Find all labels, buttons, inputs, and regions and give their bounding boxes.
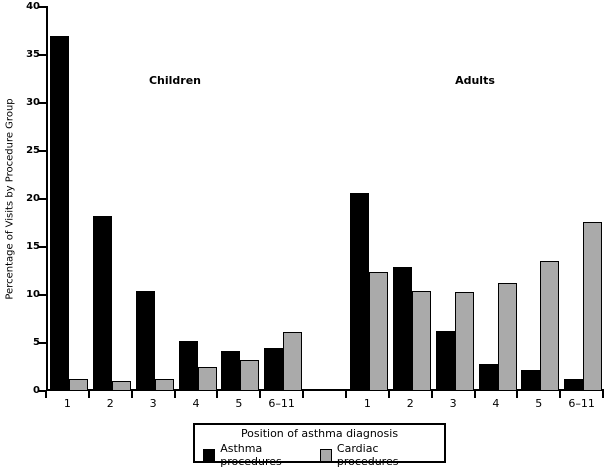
group-label-adults: Adults bbox=[455, 74, 495, 87]
y-tick bbox=[38, 6, 46, 8]
x-tick bbox=[559, 391, 562, 398]
bar-adults-pos3-asthma bbox=[435, 331, 455, 391]
y-tick bbox=[38, 342, 46, 344]
x-tick bbox=[130, 391, 133, 398]
x-tick bbox=[602, 391, 604, 398]
bar-children-pos2-cardiac bbox=[111, 381, 131, 391]
y-tick-label: 5 bbox=[33, 337, 40, 348]
x-tick-label: 3 bbox=[449, 397, 457, 410]
y-tick-label: 25 bbox=[26, 145, 40, 156]
legend-entry-cardiac: Cardiac procedures bbox=[319, 442, 436, 467]
bar-children-pos3-asthma bbox=[135, 291, 155, 391]
legend-title: Position of asthma diagnosis bbox=[240, 427, 399, 440]
x-tick bbox=[516, 391, 519, 398]
asthma-swatch-icon bbox=[203, 448, 216, 462]
x-tick bbox=[259, 391, 262, 398]
x-tick bbox=[216, 391, 219, 398]
x-tick bbox=[430, 391, 433, 398]
x-tick bbox=[87, 391, 90, 398]
bar-children-pos1-cardiac bbox=[69, 378, 88, 391]
bar-children-pos1-asthma bbox=[50, 35, 69, 391]
bar-children-pos6-cardiac bbox=[283, 332, 303, 391]
x-tick bbox=[302, 391, 305, 398]
bar-adults-pos2-cardiac bbox=[411, 291, 431, 391]
y-tick bbox=[38, 102, 46, 104]
bar-adults-pos6-asthma bbox=[564, 379, 584, 391]
bar-adults-pos4-asthma bbox=[478, 364, 498, 391]
cardiac-swatch-icon bbox=[319, 448, 332, 462]
bar-children-pos3-cardiac bbox=[154, 378, 174, 391]
x-tick-label: 4 bbox=[492, 397, 500, 410]
x-tick-label: 4 bbox=[192, 397, 200, 410]
y-tick-label: 40 bbox=[26, 1, 40, 12]
x-tick-label: 6–11 bbox=[268, 397, 295, 410]
y-tick-label: 0 bbox=[33, 385, 40, 396]
x-tick-label: 2 bbox=[106, 397, 114, 410]
x-tick-label: 5 bbox=[535, 397, 543, 410]
y-tick-label: 15 bbox=[26, 241, 40, 252]
group-label-children: Children bbox=[148, 74, 202, 87]
bar-children-pos2-asthma bbox=[92, 216, 112, 391]
x-tick bbox=[173, 391, 176, 398]
x-tick bbox=[387, 391, 390, 398]
x-tick bbox=[473, 391, 476, 398]
x-tick-label: 2 bbox=[406, 397, 414, 410]
legend-entries: Asthma procedures Cardiac procedures bbox=[195, 440, 444, 467]
y-tick bbox=[38, 294, 46, 296]
x-tick bbox=[45, 391, 47, 398]
x-tick bbox=[344, 391, 347, 398]
legend-entry-label: Cardiac procedures bbox=[336, 442, 399, 467]
y-tick bbox=[38, 198, 46, 200]
bar-adults-pos1-cardiac bbox=[368, 271, 388, 391]
x-tick-label: 5 bbox=[235, 397, 243, 410]
y-tick bbox=[38, 390, 46, 392]
x-tick-label: 1 bbox=[63, 397, 71, 410]
y-tick-label: 30 bbox=[26, 97, 40, 108]
y-tick bbox=[38, 54, 46, 56]
bar-adults-pos1-asthma bbox=[349, 193, 369, 391]
y-tick-label: 35 bbox=[26, 49, 40, 60]
x-tick-label: 1 bbox=[363, 397, 371, 410]
bar-adults-pos3-cardiac bbox=[454, 292, 474, 391]
bar-adults-pos2-asthma bbox=[392, 267, 412, 391]
legend-entry-asthma: Asthma procedures bbox=[203, 442, 320, 467]
bar-children-pos4-cardiac bbox=[197, 367, 217, 391]
bar-children-pos4-asthma bbox=[178, 341, 198, 391]
x-tick-label: 6–11 bbox=[568, 397, 595, 410]
bar-adults-pos4-cardiac bbox=[497, 283, 517, 391]
bar-children-pos5-cardiac bbox=[240, 360, 260, 391]
y-tick-label: 10 bbox=[26, 289, 40, 300]
bar-children-pos6-asthma bbox=[264, 347, 284, 391]
legend-entry-label: Asthma procedures bbox=[220, 442, 282, 467]
x-tick-label: 3 bbox=[149, 397, 157, 410]
bar-adults-pos6-cardiac bbox=[583, 222, 603, 391]
y-tick-label: 20 bbox=[26, 193, 40, 204]
legend: Position of asthma diagnosis Asthma proc… bbox=[193, 423, 446, 467]
axes-frame bbox=[46, 6, 604, 391]
bar-children-pos5-asthma bbox=[221, 350, 241, 391]
bar-adults-pos5-asthma bbox=[521, 369, 541, 391]
y-tick bbox=[38, 150, 46, 152]
bar-adults-pos5-cardiac bbox=[540, 261, 560, 391]
y-tick bbox=[38, 246, 46, 248]
